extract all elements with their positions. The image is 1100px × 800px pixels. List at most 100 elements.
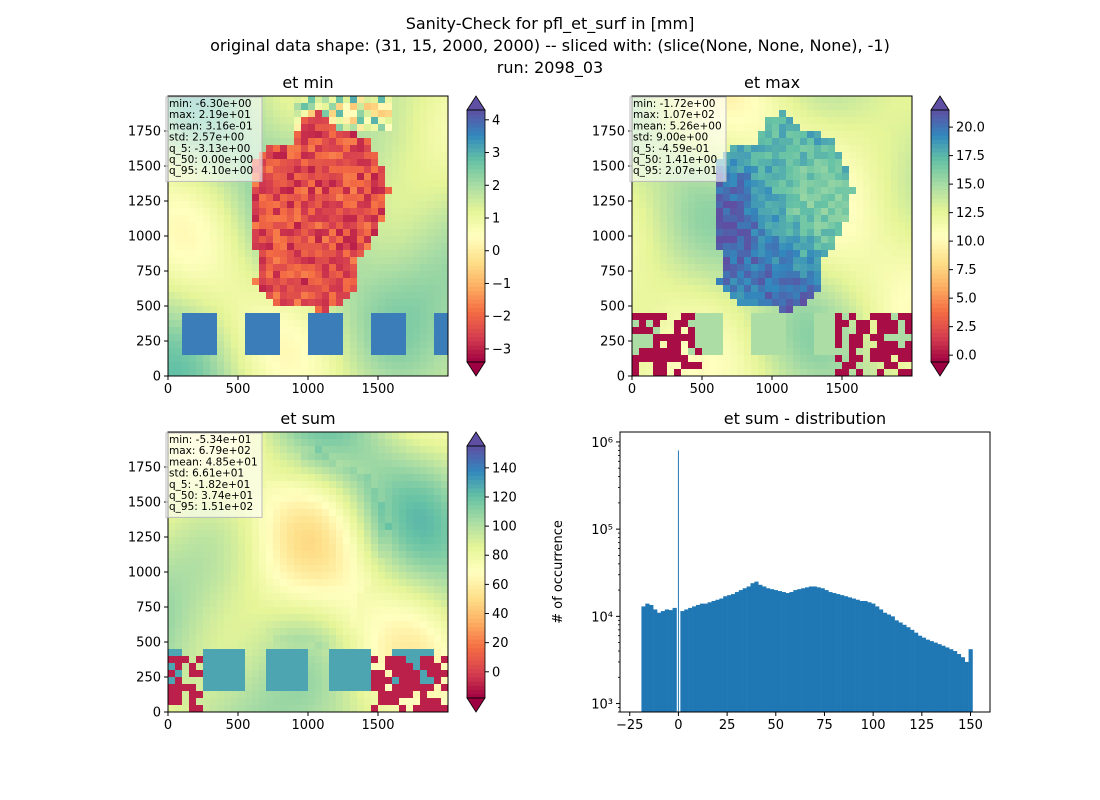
heatmap-cell (420, 656, 428, 664)
heatmap-cell (287, 621, 295, 629)
heatmap-cell (371, 460, 379, 468)
heatmap-cell (413, 614, 421, 622)
heatmap-cell (392, 138, 400, 146)
heatmap-cell (217, 530, 225, 538)
heatmap-cell (800, 117, 808, 125)
heatmap-cell (315, 705, 323, 713)
heatmap-cell (891, 166, 899, 174)
heatmap-cell (891, 131, 899, 139)
heatmap-cell (273, 530, 281, 538)
heatmap-cell (217, 593, 225, 601)
heatmap-cell (786, 96, 794, 104)
heatmap-cell (259, 145, 267, 153)
heatmap-cell (238, 558, 246, 566)
heatmap-cell (350, 243, 358, 251)
heatmap-cell (406, 369, 414, 377)
heatmap-cell (322, 348, 330, 356)
heatmap-cell (364, 355, 372, 363)
heatmap-cell (238, 292, 246, 300)
heatmap-cell (898, 229, 906, 237)
heatmap-cell (667, 201, 675, 209)
heatmap-cell (406, 152, 414, 160)
heatmap-cell (280, 677, 288, 685)
heatmap-cell (168, 516, 176, 524)
colorbar-segment (931, 341, 949, 346)
heatmap-cell (315, 698, 323, 706)
heatmap-cell (779, 355, 787, 363)
heatmap-cell (758, 299, 766, 307)
heatmap-cell (252, 369, 260, 377)
heatmap-cell (406, 523, 414, 531)
heatmap-cell (308, 187, 316, 195)
heatmap-cell (779, 201, 787, 209)
heatmap-cell (259, 299, 267, 307)
heatmap-cell (441, 243, 449, 251)
heatmap-cell (378, 628, 386, 636)
heatmap-cell (364, 243, 372, 251)
heatmap-cell (385, 117, 393, 125)
heatmap-cell (308, 551, 316, 559)
heatmap-cell (399, 530, 407, 538)
heatmap-cell (322, 208, 330, 216)
heatmap-cell (168, 313, 176, 321)
heatmap-cell (168, 593, 176, 601)
heatmap-cell (835, 250, 843, 258)
heatmap-cell (632, 264, 640, 272)
heatmap-cell (835, 152, 843, 160)
heatmap-cell (266, 635, 274, 643)
heatmap-cell (371, 558, 379, 566)
heatmap-cell (203, 628, 211, 636)
heatmap-cell (793, 355, 801, 363)
heatmap-cell (392, 691, 400, 699)
heatmap-cell (898, 320, 906, 328)
colorbar-segment (467, 219, 485, 224)
heatmap-cell (329, 530, 337, 538)
heatmap-cell (835, 292, 843, 300)
heatmap-cell (702, 292, 710, 300)
heatmap-cell (364, 278, 372, 286)
heatmap-cell (189, 705, 197, 713)
heatmap-cell (406, 264, 414, 272)
heatmap-cell (252, 222, 260, 230)
heatmap-cell (427, 103, 435, 111)
heatmap-cell (210, 264, 218, 272)
heatmap-cell (280, 544, 288, 552)
heatmap-cell (343, 502, 351, 510)
heatmap-cell (231, 558, 239, 566)
heatmap-cell (905, 173, 913, 181)
heatmap-cell (322, 586, 330, 594)
heatmap-cell (371, 530, 379, 538)
heatmap-cell (259, 516, 267, 524)
heatmap-cell (245, 313, 253, 321)
heatmap-cell (413, 152, 421, 160)
heatmap-cell (329, 292, 337, 300)
heatmap-cell (329, 327, 337, 335)
heatmap-cell (427, 670, 435, 678)
heatmap-cell (203, 362, 211, 370)
heatmap-cell (413, 488, 421, 496)
heatmap-cell (660, 243, 668, 251)
heatmap-cell (231, 180, 239, 188)
heatmap-cell (252, 572, 260, 580)
heatmap-cell (336, 264, 344, 272)
heatmap-cell (350, 348, 358, 356)
heatmap-cell (364, 131, 372, 139)
heatmap-cell (385, 509, 393, 517)
heatmap-cell (420, 551, 428, 559)
heatmap-cell (168, 320, 176, 328)
colorbar-segment (467, 244, 485, 250)
heatmap-cell (639, 327, 647, 335)
heatmap-cell (849, 257, 857, 265)
heatmap-cell (891, 250, 899, 258)
heatmap-cell (238, 264, 246, 272)
heatmap-cell (639, 355, 647, 363)
heatmap-cell (385, 257, 393, 265)
heatmap-cell (273, 327, 281, 335)
heatmap-cell (751, 166, 759, 174)
heatmap-cell (315, 243, 323, 251)
heatmap-cell (357, 565, 365, 573)
heatmap-cell (343, 453, 351, 461)
heatmap-cell (252, 551, 260, 559)
heatmap-cell (786, 138, 794, 146)
heatmap-cell (849, 201, 857, 209)
